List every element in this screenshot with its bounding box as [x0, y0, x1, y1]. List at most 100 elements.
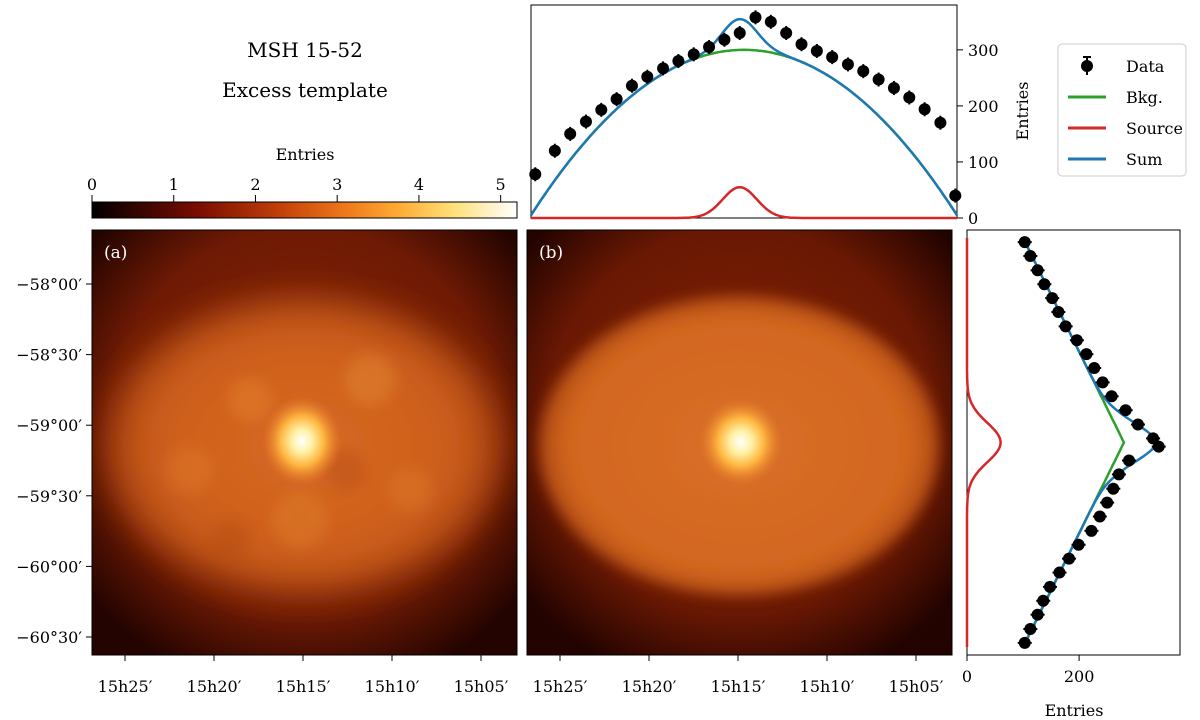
top-data-point: [841, 58, 854, 71]
right-data-point: [1053, 566, 1066, 579]
top-data-point: [687, 48, 700, 61]
top-ytick-label: 300: [968, 41, 999, 60]
legend-bkg-label: Bkg.: [1126, 88, 1163, 107]
ra-tick-label: 15h05′: [454, 677, 509, 696]
top-data-point: [857, 65, 870, 78]
legend: [1057, 43, 1187, 177]
colorbar-label: Entries: [276, 145, 335, 164]
right-data-point: [1024, 623, 1037, 636]
right-data-point: [1093, 510, 1106, 523]
map-a-frame: [91, 229, 518, 656]
legend-data-marker: [1081, 60, 1093, 72]
right-data-point: [1031, 608, 1044, 621]
top-data-point: [672, 55, 685, 68]
ra-tick-label: 15h10′: [800, 677, 855, 696]
right-data-point: [1096, 376, 1109, 389]
legend-items: Data Bkg. Source Sum: [1068, 56, 1183, 169]
top-ytick-label: 0: [968, 209, 978, 228]
figure-title-line1: MSH 15-52: [247, 38, 363, 62]
right-data-point: [1046, 292, 1059, 305]
legend-data-label: Data: [1126, 57, 1165, 76]
colorbar-tick-label: 1: [169, 175, 179, 194]
top-data-point: [934, 116, 947, 129]
right-data-point: [1119, 404, 1132, 417]
ra-tick-label: 15h05′: [889, 677, 944, 696]
dec-tick-label: −60°30′: [16, 628, 82, 647]
right-projection: 0 200: [962, 236, 1166, 686]
colorbar-tick-label: 2: [250, 175, 260, 194]
dec-tick-label: −58°30′: [16, 346, 82, 365]
top-data-point: [718, 33, 731, 46]
right-data-point: [1063, 552, 1076, 565]
colorbar: [91, 201, 518, 219]
top-data-point: [780, 27, 793, 40]
top-data-point: [918, 103, 931, 116]
top-data-point: [529, 168, 542, 181]
top-data-point: [595, 103, 608, 116]
right-data-point: [1152, 440, 1165, 453]
dec-tick-label: −58°00′: [16, 275, 82, 294]
right-data-point: [1037, 594, 1050, 607]
figure-title-line2: Excess template: [222, 78, 388, 102]
right-source-line: [965, 238, 1002, 647]
colorbar-ticks: 0 1 2 3 4 5: [87, 175, 506, 202]
top-projection-ylabel: Entries: [1013, 82, 1032, 141]
dec-tick-label: −59°00′: [16, 416, 82, 435]
right-data-point: [1088, 362, 1101, 375]
top-data-point: [625, 79, 638, 92]
top-data-point: [749, 11, 762, 24]
dec-tick-label: −60°00′: [16, 557, 82, 576]
top-sum-line: [529, 17, 959, 216]
top-data-point: [887, 81, 900, 94]
right-data-point: [1072, 538, 1085, 551]
ra-tick-label: 15h20′: [187, 677, 242, 696]
right-data-point: [1122, 454, 1135, 467]
right-xtick-label: 0: [962, 667, 972, 686]
top-data-point: [949, 189, 962, 202]
right-data-point: [1031, 264, 1044, 277]
panel-a-label: (a): [104, 243, 127, 263]
right-data-point: [1085, 524, 1098, 537]
map-b-frame: [526, 229, 953, 656]
right-data-point: [1018, 636, 1031, 649]
top-data-point: [810, 44, 823, 57]
top-data-point: [795, 38, 808, 51]
top-projection: 0 100 200 300: [529, 10, 999, 228]
top-data-point: [703, 41, 716, 54]
ra-tick-label: 15h10′: [365, 677, 420, 696]
colorbar-tick-label: 4: [414, 175, 424, 194]
right-data-point: [1112, 468, 1125, 481]
colorbar-tick-label: 0: [87, 175, 97, 194]
top-data-point: [764, 15, 777, 28]
right-data-point: [1043, 580, 1056, 593]
top-ytick-label: 100: [968, 153, 999, 172]
ra-tick-label: 15h15′: [711, 677, 766, 696]
legend-sum-label: Sum: [1126, 150, 1162, 169]
right-data-point: [1101, 496, 1114, 509]
top-ytick-label: 200: [968, 97, 999, 116]
excess-map-a: [92, 230, 517, 655]
top-data-point: [548, 144, 561, 157]
top-data-point: [733, 27, 746, 40]
right-data-point: [1107, 482, 1120, 495]
right-data-point: [1024, 249, 1037, 262]
top-data-point: [564, 127, 577, 140]
model-map-b: [527, 230, 952, 655]
legend-source-label: Source: [1126, 119, 1183, 138]
right-data-point: [1059, 320, 1072, 333]
dec-tick-label: −59°30′: [16, 487, 82, 506]
right-projection-xlabel: Entries: [1045, 701, 1104, 720]
top-data-point: [903, 91, 916, 104]
right-data-point: [1070, 334, 1083, 347]
right-data-point: [1038, 278, 1051, 291]
top-data-point: [610, 93, 623, 106]
top-data-point: [579, 115, 592, 128]
top-source-line: [531, 185, 957, 220]
top-data-point: [641, 70, 654, 83]
ra-tick-label: 15h25′: [98, 677, 153, 696]
right-data-point: [1018, 236, 1031, 249]
right-data-point: [1131, 418, 1144, 431]
ra-tick-label: 15h15′: [276, 677, 331, 696]
top-data-point: [872, 73, 885, 86]
